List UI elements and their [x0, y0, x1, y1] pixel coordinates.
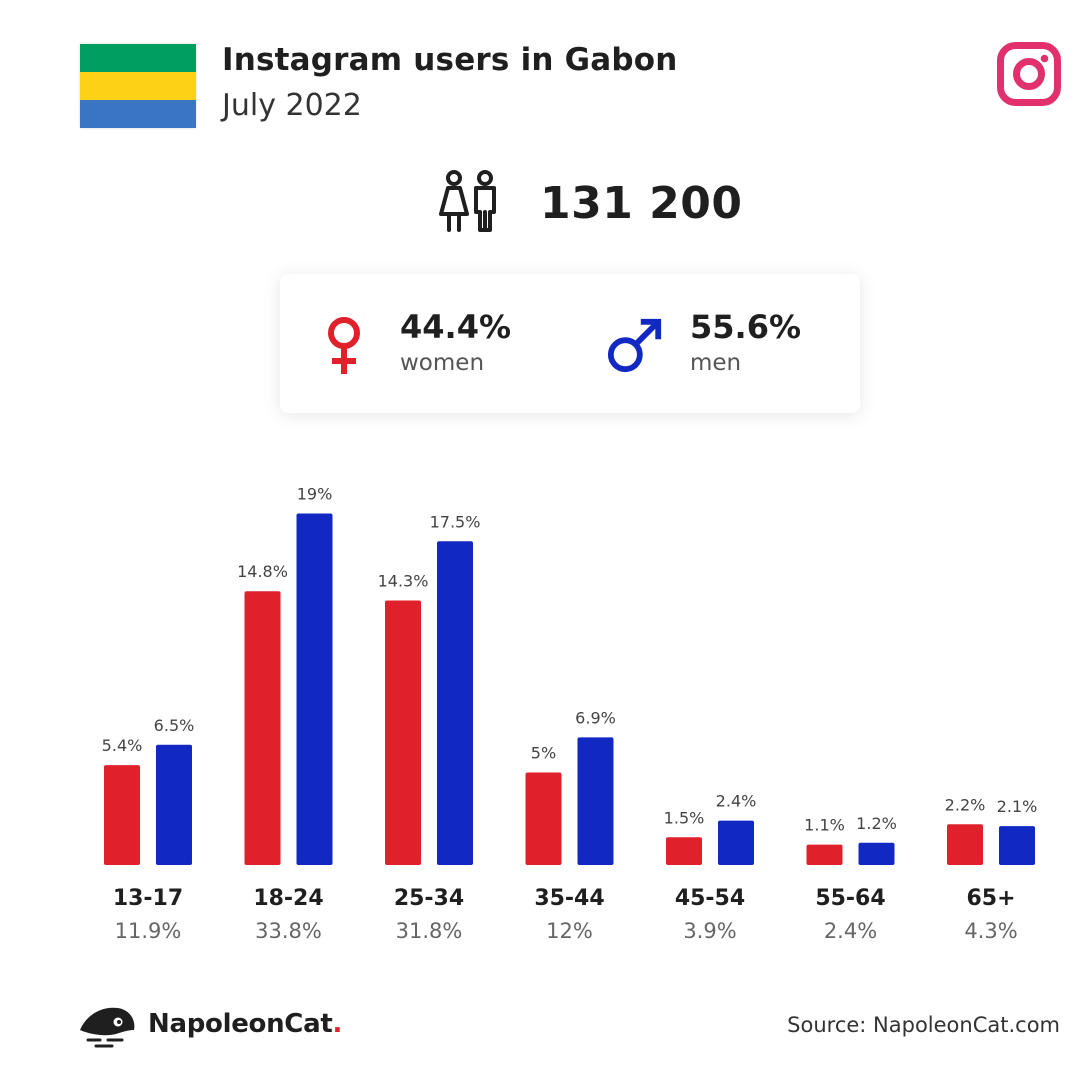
people-icon [439, 170, 496, 232]
data-label-men: 2.1% [997, 797, 1038, 816]
bar-women [244, 591, 281, 865]
flag-stripe-blue [80, 100, 196, 128]
age-gender-bar-chart: 5.4% 6.5% 13-17 11.9% 14.8% 19% 18-24 33.8% 14.3… [102, 485, 1038, 944]
bar-women [104, 765, 140, 865]
men-percentage: 55.6% [690, 308, 802, 346]
brand-dot: . [332, 1009, 343, 1039]
bar-men [999, 826, 1035, 865]
bar-women [947, 824, 983, 865]
category-label: 13-17 [113, 886, 183, 911]
category-label: 55-64 [815, 886, 885, 911]
women-percentage: 44.4% [400, 308, 512, 346]
page-title: Instagram users in Gabon [222, 42, 678, 78]
instagram-icon [997, 42, 1061, 106]
bar-men [156, 744, 192, 865]
data-label-men: 17.5% [430, 512, 481, 531]
flag-stripe-yellow [80, 72, 196, 100]
brand-name: NapoleonCat. [148, 1009, 342, 1039]
page-subtitle: July 2022 [222, 88, 362, 123]
gender-split-card: 44.4% women 55.6% men [280, 274, 860, 413]
country-flag [80, 44, 196, 128]
male-symbol-icon [607, 318, 662, 373]
bar-women [525, 772, 562, 865]
men-label: men [690, 350, 742, 376]
category-label: 45-54 [675, 886, 745, 911]
total-users-value: 131 200 [540, 177, 743, 229]
bar-men [718, 820, 754, 865]
category-total: 33.8% [255, 919, 322, 943]
source-text: Source: NapoleonCat.com [787, 1013, 1060, 1037]
data-label-women: 5.4% [102, 736, 143, 755]
data-label-men: 1.2% [856, 814, 897, 833]
bar-women [806, 844, 843, 865]
category-total: 3.9% [683, 919, 736, 943]
bar-women [385, 600, 421, 865]
category-total: 4.3% [964, 919, 1017, 943]
data-label-women: 2.2% [945, 795, 986, 814]
bar-men [858, 842, 895, 865]
category-total: 12% [546, 919, 593, 943]
category-total: 31.8% [396, 919, 463, 943]
women-label: women [400, 350, 485, 376]
category-label: 25-34 [394, 886, 464, 911]
female-symbol-icon [328, 317, 360, 374]
category-label: 18-24 [253, 886, 323, 911]
flag-stripe-green [80, 44, 196, 72]
data-label-men: 19% [297, 485, 333, 504]
bar-women [666, 837, 702, 865]
bar-men [577, 737, 614, 865]
data-label-women: 14.8% [237, 562, 288, 581]
category-total: 2.4% [824, 919, 877, 943]
category-total: 11.9% [115, 919, 182, 943]
total-users: 131 200 [436, 168, 743, 238]
data-label-women: 1.1% [804, 816, 845, 835]
bar-men [437, 541, 473, 865]
napoleoncat-logo-icon [80, 1007, 135, 1048]
data-label-women: 1.5% [664, 808, 705, 827]
bar-men [296, 513, 333, 865]
data-label-women: 14.3% [378, 571, 429, 590]
data-label-men: 6.9% [575, 708, 616, 727]
brand-text: NapoleonCat [148, 1009, 333, 1039]
data-label-men: 6.5% [154, 716, 195, 735]
category-label: 35-44 [534, 886, 604, 911]
category-label: 65+ [966, 886, 1015, 911]
data-label-women: 5% [531, 744, 556, 763]
data-label-men: 2.4% [716, 792, 757, 811]
